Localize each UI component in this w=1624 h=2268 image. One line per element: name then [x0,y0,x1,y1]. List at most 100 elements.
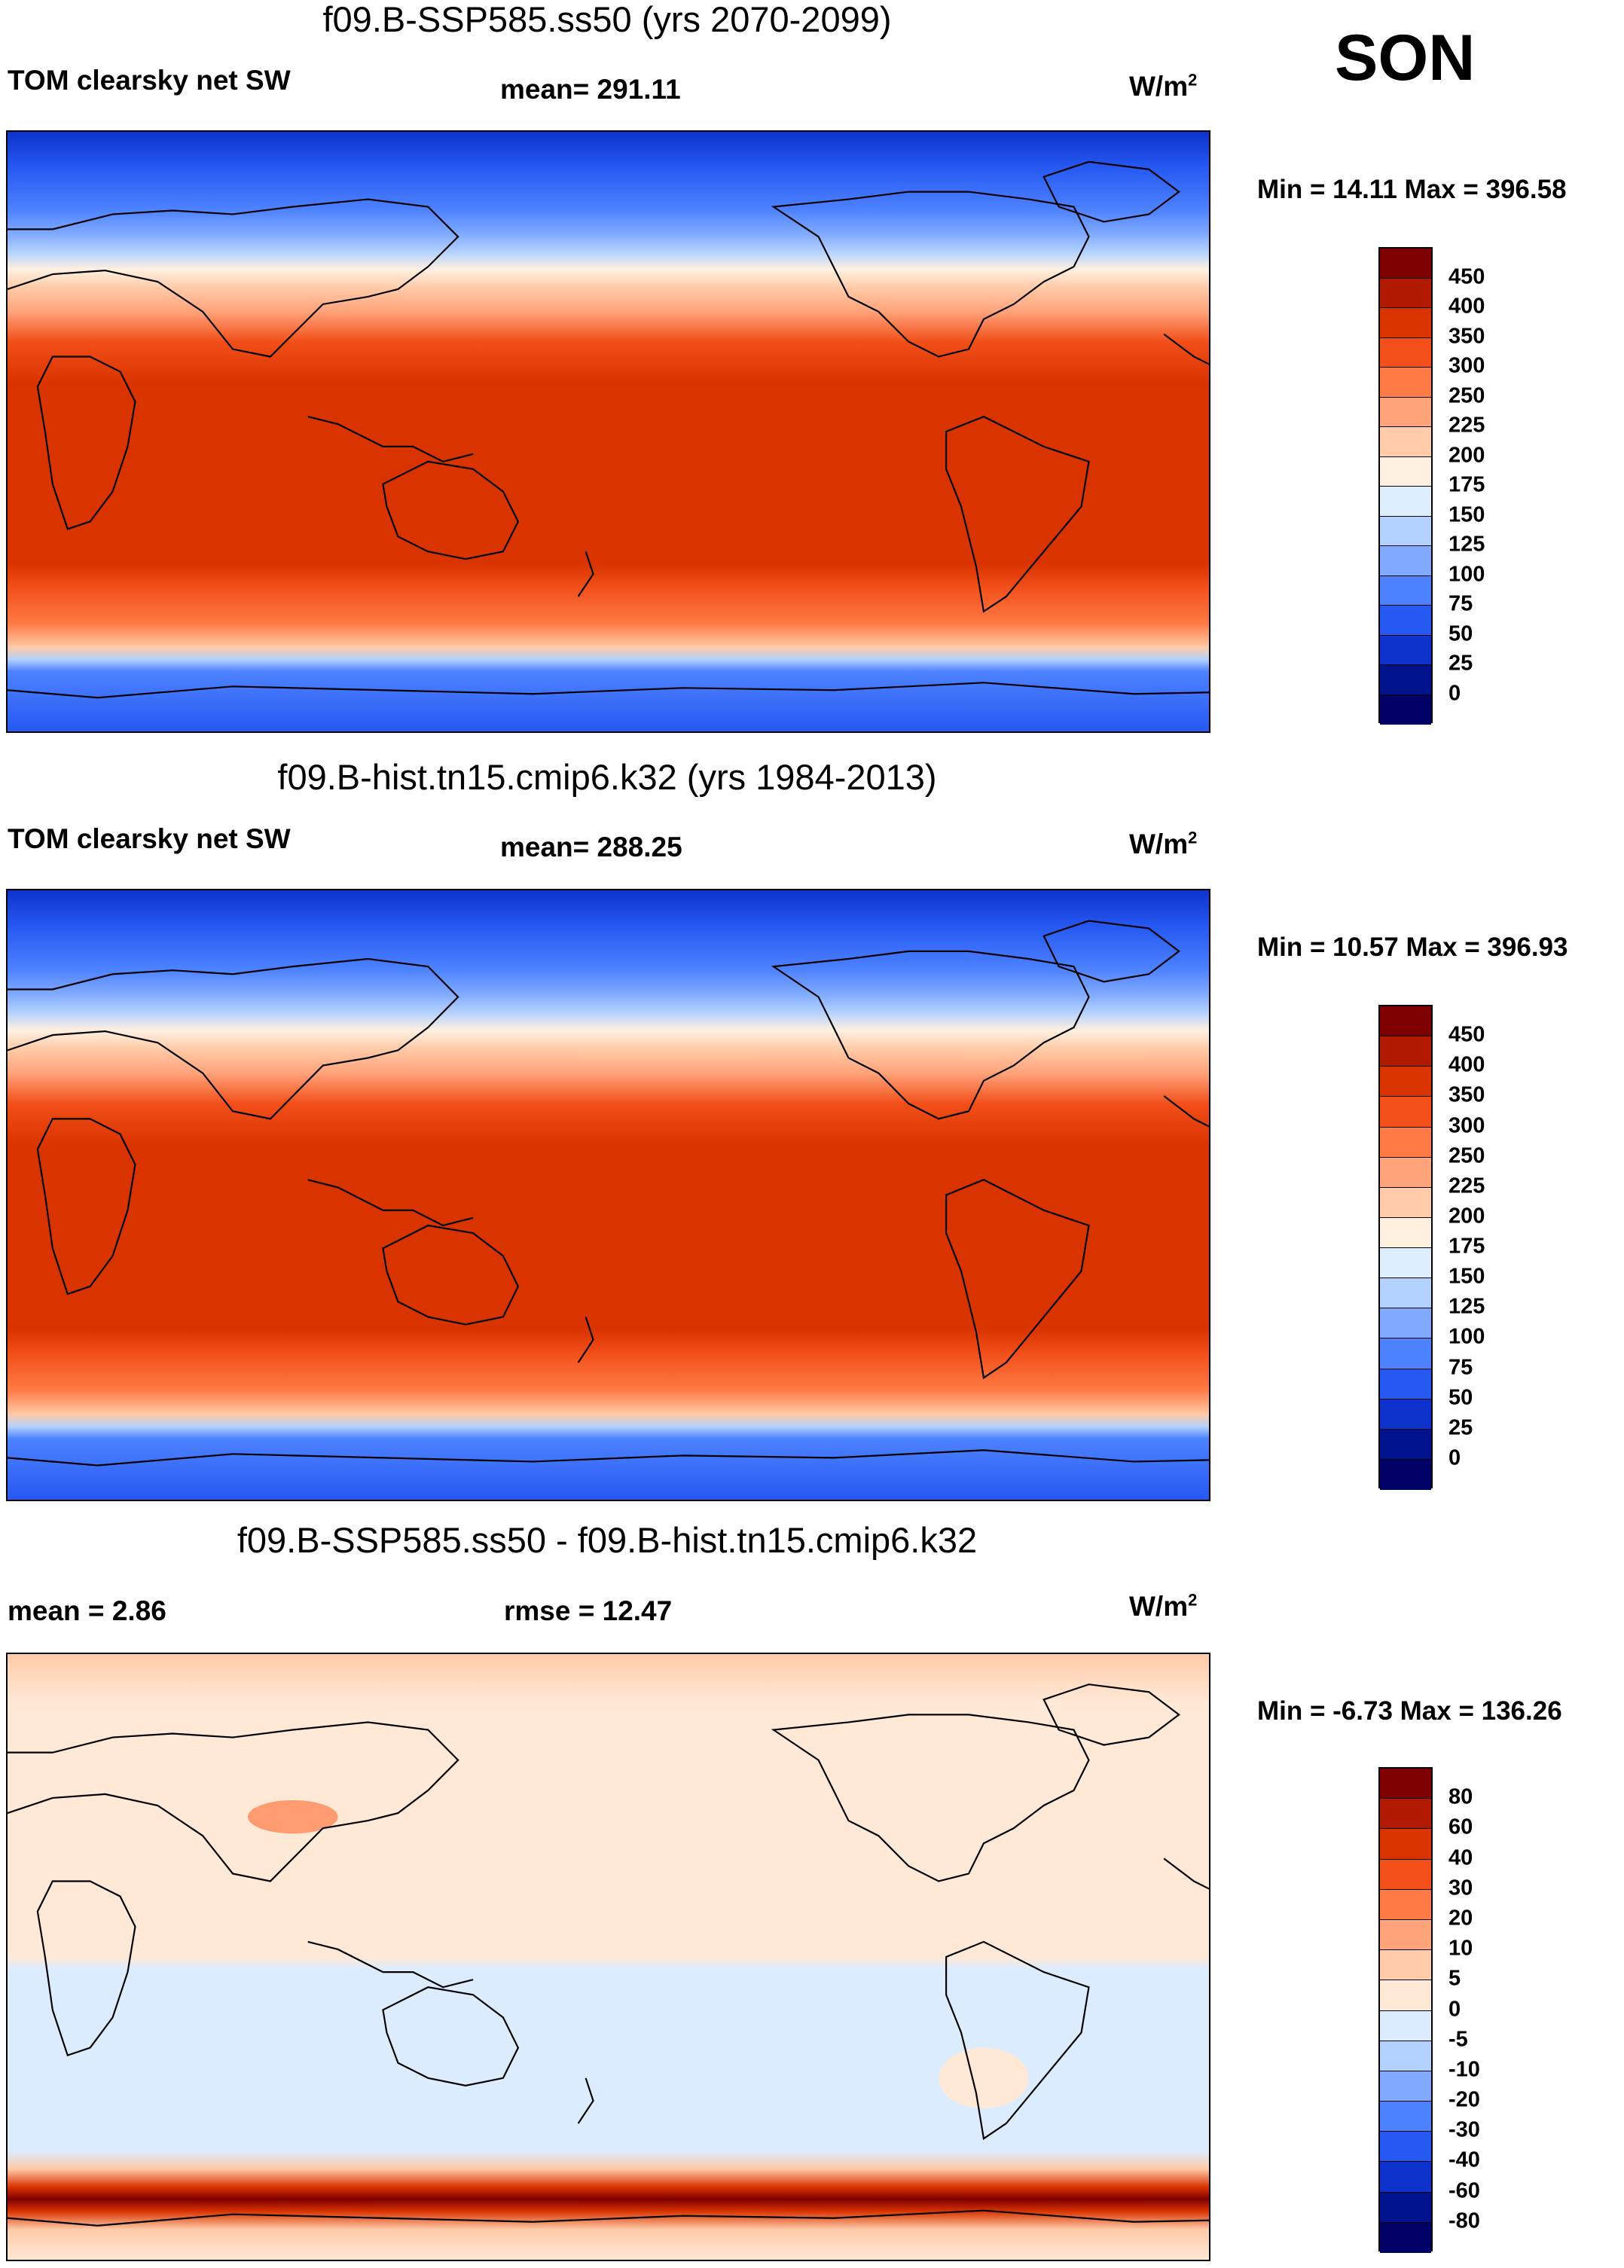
panel1-map [6,130,1210,733]
colorbar-tick-label: 225 [1448,413,1485,438]
panel3-map-field [8,1654,1209,2260]
panel1-colorbar [1378,247,1433,725]
colorbar-tick-label: 350 [1448,324,1485,348]
colorbar-tick-label: -30 [1448,2117,1480,2142]
colorbar-tick-label: 100 [1448,562,1485,586]
colorbar-swatch [1380,1919,1431,1951]
colorbar-tick-label: -20 [1448,2087,1480,2112]
colorbar-tick-label: -60 [1448,2178,1480,2203]
panel1-minmax: Min = 14.11 Max = 396.58 [1257,175,1567,204]
colorbar-swatch [1380,1769,1431,1799]
colorbar-swatch [1380,1097,1431,1128]
colorbar-tick-label: 60 [1448,1815,1473,1839]
panel3-map [6,1653,1210,2261]
panel3-coastlines [8,1683,1209,2227]
colorbar-tick-label: 175 [1448,1234,1485,1259]
panel1-units: W/m2 [1129,70,1198,102]
colorbar-tick-label: 10 [1448,1936,1473,1961]
colorbar-swatch [1380,2192,1431,2223]
colorbar-swatch [1380,516,1431,546]
panel3-minmax: Min = -6.73 Max = 136.26 [1257,1696,1562,1726]
colorbar-tick-label: 100 [1448,1324,1485,1349]
colorbar-swatch [1380,1399,1431,1430]
colorbar-swatch [1380,694,1431,725]
colorbar-swatch [1380,635,1431,665]
colorbar-swatch [1380,2222,1431,2253]
panel2-mean-label: mean= 288.25 [500,832,682,862]
colorbar-tick-label: 300 [1448,1113,1485,1137]
colorbar-swatch [1380,1036,1431,1067]
season-label: SON [1335,22,1476,94]
panel1-map-field [8,132,1209,731]
panel2-title: f09.B-hist.tn15.cmip6.k32 (yrs 1984-2013… [277,757,937,797]
panel1-mean-label: mean= 291.11 [500,74,681,105]
colorbar-tick-label: 125 [1448,1294,1485,1319]
colorbar-swatch [1380,308,1431,338]
colorbar-tick-label: 175 [1448,472,1485,497]
panel3-mean-label: mean = 2.86 [8,1595,166,1626]
colorbar-swatch [1380,1829,1431,1860]
colorbar-swatch [1380,2071,1431,2102]
colorbar-tick-label: 200 [1448,443,1485,467]
colorbar-swatch [1380,1127,1431,1158]
colorbar-swatch [1380,1980,1431,2011]
panel1-title: f09.B-SSP585.ss50 (yrs 2070-2099) [322,0,892,39]
colorbar-tick-label: 80 [1448,1784,1473,1809]
panel2-coastlines [8,920,1209,1467]
colorbar-swatch [1380,1950,1431,1981]
colorbar-swatch [1380,2102,1431,2132]
colorbar-tick-label: 450 [1448,1022,1485,1047]
colorbar-tick-label: 150 [1448,502,1485,527]
panel1-variable-label: TOM clearsky net SW [8,65,291,96]
colorbar-swatch [1380,1308,1431,1339]
colorbar-swatch [1380,2162,1431,2193]
colorbar-tick-label: 40 [1448,1845,1473,1870]
colorbar-tick-label: 350 [1448,1082,1485,1107]
colorbar-tick-label: 20 [1448,1906,1473,1931]
panel3-title: f09.B-SSP585.ss50 - f09.B-hist.tn15.cmip… [237,1520,978,1560]
colorbar-swatch [1380,1369,1431,1400]
colorbar-swatch [1380,1067,1431,1097]
panel2-minmax: Min = 10.57 Max = 396.93 [1257,933,1568,962]
panel3-units: W/m2 [1129,1590,1198,1622]
colorbar-swatch [1380,456,1431,487]
colorbar-swatch [1380,1248,1431,1279]
colorbar-tick-label: 0 [1448,1445,1461,1470]
colorbar-tick-label: 125 [1448,532,1485,557]
panel2-variable-label: TOM clearsky net SW [8,823,291,854]
panel2-map [6,889,1210,1501]
panel3-colorbar [1378,1767,1433,2253]
colorbar-tick-label: 75 [1448,591,1473,616]
colorbar-swatch [1380,1157,1431,1188]
colorbar-tick-label: -80 [1448,2208,1480,2233]
colorbar-tick-label: -10 [1448,2057,1480,2082]
colorbar-tick-label: 450 [1448,264,1485,288]
colorbar-swatch [1380,368,1431,398]
colorbar-tick-label: 300 [1448,353,1485,378]
colorbar-swatch [1380,1889,1431,1920]
colorbar-swatch [1380,665,1431,695]
colorbar-swatch [1380,337,1431,368]
colorbar-tick-label: 250 [1448,1143,1485,1168]
colorbar-swatch [1380,1429,1431,1460]
colorbar-tick-label: 400 [1448,1052,1485,1077]
colorbar-tick-label: 5 [1448,1966,1461,1991]
colorbar-tick-label: 50 [1448,621,1473,646]
colorbar-swatch [1380,1859,1431,1890]
colorbar-tick-label: 400 [1448,294,1485,319]
colorbar-swatch [1380,487,1431,517]
colorbar-swatch [1380,1339,1431,1369]
colorbar-swatch [1380,1187,1431,1218]
colorbar-tick-label: 30 [1448,1876,1473,1900]
colorbar-tick-label: 0 [1448,681,1461,705]
panel1-coastlines [8,160,1209,699]
colorbar-swatch [1380,2132,1431,2163]
colorbar-swatch [1380,546,1431,576]
colorbar-swatch [1380,427,1431,457]
panel2-units: W/m2 [1129,828,1198,859]
colorbar-swatch [1380,2010,1431,2041]
colorbar-swatch [1380,606,1431,636]
colorbar-swatch [1380,1278,1431,1309]
colorbar-swatch [1380,249,1431,279]
colorbar-tick-label: 250 [1448,383,1485,408]
